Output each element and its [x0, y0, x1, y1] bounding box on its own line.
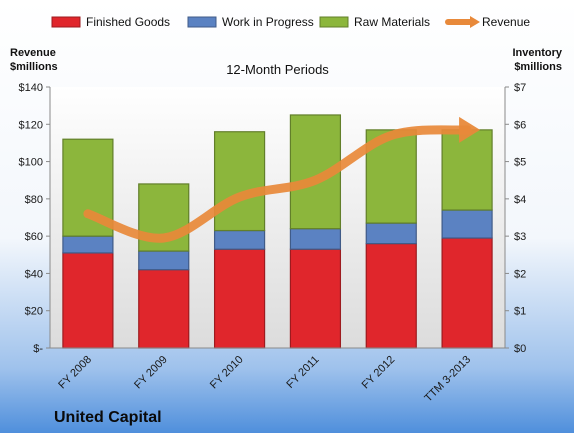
- bar-segment-work-in-progress: [213, 229, 266, 250]
- right-tick-label: $0: [514, 343, 526, 355]
- bar-segment-raw-materials: [441, 129, 493, 211]
- bar-segment-work-in-progress: [62, 235, 114, 254]
- legend-label: Finished Goods: [86, 15, 170, 29]
- legend: Finished Goods Work in Progress Raw Materi…: [51, 15, 530, 29]
- right-tick-label: $7: [514, 82, 526, 94]
- left-axis-title-line1: Revenue: [10, 47, 56, 59]
- left-tick-label: $140: [19, 82, 43, 94]
- bar-segment-work-in-progress: [289, 228, 342, 250]
- legend-swatch-raw-materials: [319, 16, 349, 28]
- bar-segment-finished-goods: [213, 248, 266, 349]
- left-tick-label: $80: [25, 194, 43, 206]
- left-tick-label: $-: [33, 343, 43, 355]
- bar-segment-work-in-progress: [365, 222, 417, 245]
- left-axis: $- $20 $40 $60 $80 $100 $120 $140: [19, 82, 50, 355]
- bar-segment-finished-goods: [62, 252, 114, 349]
- revenue-arrowhead: [459, 116, 481, 143]
- right-axis: $0 $1 $2 $3 $4 $5 $6 $7: [505, 82, 526, 355]
- right-tick-label: $6: [514, 119, 526, 131]
- right-axis-title-line2: $millions: [514, 61, 562, 73]
- right-tick-label: $1: [514, 306, 526, 318]
- right-tick-label: $2: [514, 268, 526, 280]
- right-tick-label: $5: [514, 157, 526, 169]
- bars: [62, 114, 493, 349]
- legend-swatch-finished-goods: [51, 16, 81, 28]
- left-axis-title-line2: $millions: [10, 61, 58, 73]
- bar-segment-finished-goods: [289, 248, 342, 349]
- bar-segment-work-in-progress: [138, 250, 190, 271]
- company-name: United Capital: [54, 409, 162, 426]
- right-tick-label: $4: [514, 194, 526, 206]
- bar-segment-finished-goods: [441, 237, 493, 349]
- chart-title: 12-Month Periods: [226, 62, 329, 77]
- right-axis-title-line1: Inventory: [512, 47, 562, 59]
- legend-label: Revenue: [482, 15, 530, 29]
- right-tick-label: $3: [514, 231, 526, 243]
- legend-swatch-work-in-progress: [187, 16, 217, 28]
- bar-segment-finished-goods: [138, 269, 190, 349]
- revenue-line: [83, 125, 472, 243]
- bar-segment-finished-goods: [365, 243, 417, 349]
- left-tick-label: $60: [25, 231, 43, 243]
- left-tick-label: $120: [19, 119, 43, 131]
- left-tick-label: $40: [25, 268, 43, 280]
- left-tick-label: $20: [25, 306, 43, 318]
- legend-label: Raw Materials: [354, 15, 430, 29]
- left-tick-label: $100: [19, 157, 43, 169]
- legend-arrow-icon: [470, 16, 480, 28]
- legend-label: Work in Progress: [222, 15, 314, 29]
- bar-segment-work-in-progress: [441, 209, 493, 239]
- bar-segment-raw-materials: [213, 131, 266, 232]
- revenue-line-group: [83, 116, 481, 243]
